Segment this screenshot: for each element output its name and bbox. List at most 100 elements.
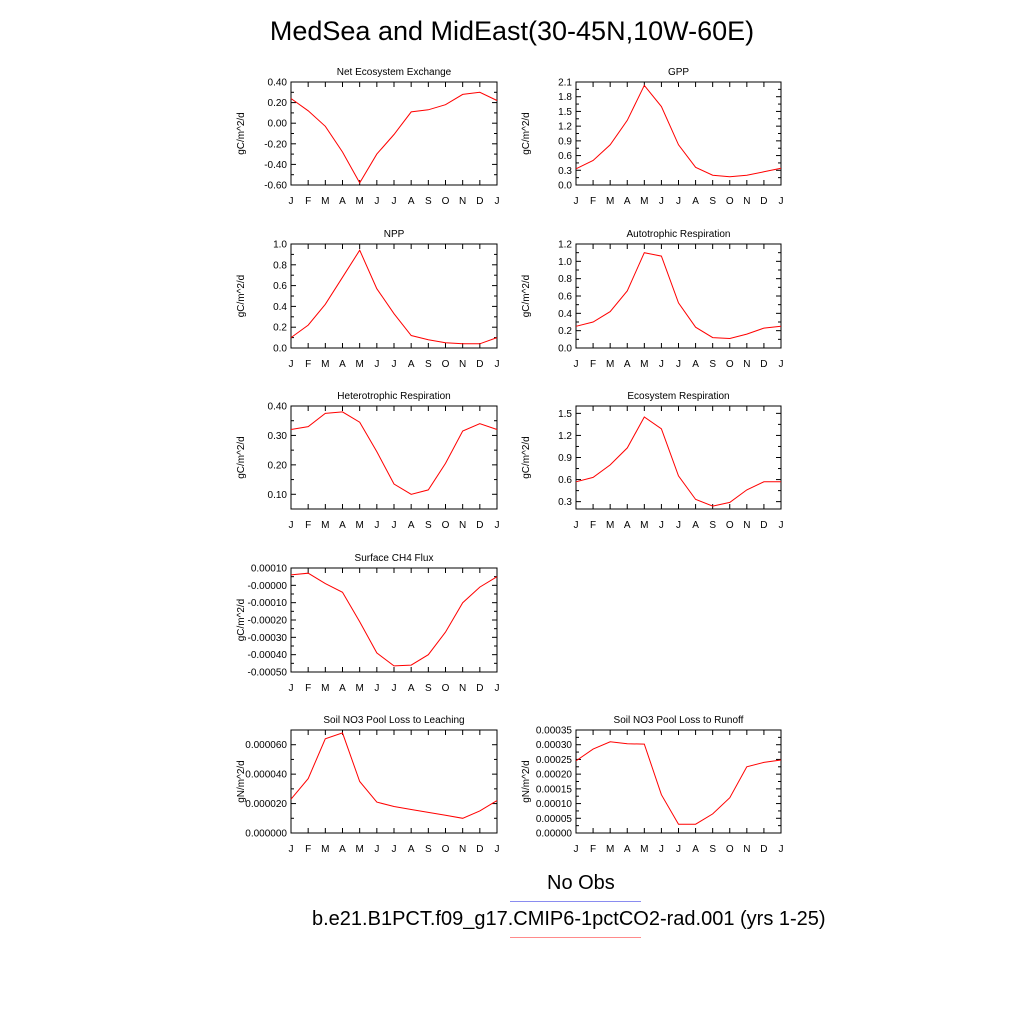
chart-panel: Soil NO3 Pool Loss to LeachinggN/m^2/d0.… bbox=[236, 715, 500, 855]
x-tick-label: A bbox=[408, 844, 415, 855]
y-tick-label: 0.00030 bbox=[536, 740, 573, 751]
x-tick-label: J bbox=[779, 196, 784, 207]
y-axis-label: gC/m^2/d bbox=[236, 275, 247, 318]
x-tick-label: O bbox=[726, 196, 734, 207]
plot-frame bbox=[290, 243, 498, 349]
y-tick-label: -0.00050 bbox=[248, 668, 288, 679]
x-tick-label: M bbox=[321, 683, 329, 694]
x-tick-label: M bbox=[321, 196, 329, 207]
x-tick-label: J bbox=[659, 520, 664, 531]
x-tick-label: D bbox=[476, 683, 483, 694]
chart-title: Soil NO3 Pool Loss to Leaching bbox=[323, 715, 464, 726]
y-tick-label: 0.00 bbox=[268, 119, 288, 130]
y-tick-label: 0.00015 bbox=[536, 784, 573, 795]
x-tick-label: J bbox=[659, 844, 664, 855]
x-tick-label: M bbox=[321, 359, 329, 370]
y-tick-label: 1.5 bbox=[558, 107, 572, 118]
y-tick-label: 0.3 bbox=[558, 166, 572, 177]
x-tick-label: J bbox=[374, 844, 379, 855]
x-tick-label: A bbox=[624, 359, 631, 370]
x-tick-label: J bbox=[779, 844, 784, 855]
chart-panel: Soil NO3 Pool Loss to Runoff gN/m^2/d 0.00… bbox=[521, 715, 784, 855]
x-tick-label: J bbox=[289, 683, 294, 694]
x-tick-label: J bbox=[495, 359, 500, 370]
x-tick-label: A bbox=[692, 520, 699, 531]
x-tick-label: J bbox=[495, 683, 500, 694]
y-tick-label: 0.10 bbox=[268, 490, 288, 501]
x-tick-label: M bbox=[606, 844, 614, 855]
x-tick-label: M bbox=[640, 844, 648, 855]
y-tick-label: -0.60 bbox=[264, 181, 287, 192]
x-tick-label: J bbox=[676, 359, 681, 370]
x-tick-label: N bbox=[743, 196, 750, 207]
x-tick-label: J bbox=[779, 520, 784, 531]
x-tick-label: A bbox=[624, 196, 631, 207]
x-tick-label: J bbox=[374, 683, 379, 694]
x-tick-label: N bbox=[459, 844, 466, 855]
x-tick-label: A bbox=[408, 683, 415, 694]
x-tick-label: M bbox=[321, 520, 329, 531]
y-tick-label: -0.40 bbox=[264, 160, 287, 171]
x-tick-label: N bbox=[743, 359, 750, 370]
x-tick-label: F bbox=[305, 359, 311, 370]
y-tick-label: 0.6 bbox=[273, 281, 287, 292]
legend-obs-label: No Obs bbox=[547, 872, 615, 894]
x-tick-label: S bbox=[709, 359, 716, 370]
y-tick-label: 0.3 bbox=[558, 497, 572, 508]
x-tick-label: F bbox=[590, 196, 596, 207]
x-tick-label: F bbox=[305, 196, 311, 207]
x-tick-label: J bbox=[495, 520, 500, 531]
y-tick-label: 0.00025 bbox=[536, 755, 573, 766]
x-tick-label: N bbox=[459, 359, 466, 370]
plot-frame bbox=[290, 567, 498, 673]
y-tick-label: 0.0 bbox=[273, 344, 287, 355]
x-tick-label: J bbox=[676, 520, 681, 531]
x-tick-label: O bbox=[726, 359, 734, 370]
y-tick-label: -0.00040 bbox=[248, 650, 288, 661]
y-axis-label: gC/m^2/d bbox=[521, 275, 532, 318]
y-tick-label: 1.5 bbox=[558, 409, 572, 420]
chart-title: Heterotrophic Respiration bbox=[337, 391, 450, 402]
x-tick-label: J bbox=[289, 520, 294, 531]
y-tick-label: 0.000020 bbox=[245, 799, 287, 810]
x-tick-label: A bbox=[339, 844, 346, 855]
y-tick-label: 0.00035 bbox=[536, 726, 573, 737]
x-tick-label: M bbox=[355, 520, 363, 531]
y-tick-label: 0.4 bbox=[558, 309, 572, 320]
y-axis-label: gC/m^2/d bbox=[236, 599, 247, 642]
x-tick-label: J bbox=[495, 844, 500, 855]
x-tick-label: A bbox=[339, 196, 346, 207]
x-tick-label: O bbox=[442, 844, 450, 855]
y-tick-label: 0.00020 bbox=[536, 770, 573, 781]
y-tick-label: 0.2 bbox=[558, 326, 572, 337]
series-line bbox=[575, 84, 782, 178]
y-tick-label: 0.20 bbox=[268, 98, 288, 109]
chart-panel: Heterotrophic Respiration gC/m^2/d 0.10 0.2… bbox=[236, 391, 500, 531]
chart-title: Net Ecosystem Exchange bbox=[337, 67, 452, 78]
x-tick-label: M bbox=[355, 359, 363, 370]
x-tick-label: A bbox=[408, 196, 415, 207]
y-tick-label: 0.20 bbox=[268, 460, 288, 471]
x-tick-label: O bbox=[442, 520, 450, 531]
x-tick-label: N bbox=[459, 196, 466, 207]
plot-frame bbox=[290, 81, 498, 186]
chart-title: Ecosystem Respiration bbox=[627, 391, 729, 402]
x-tick-label: S bbox=[425, 196, 432, 207]
series-line bbox=[575, 416, 781, 507]
y-tick-label: 0.00010 bbox=[536, 799, 573, 810]
x-tick-label: A bbox=[339, 359, 346, 370]
page-title: MedSea and MidEast(30-45N,10W-60E) bbox=[269, 16, 755, 46]
y-tick-label: -0.00020 bbox=[248, 616, 288, 627]
x-tick-label: M bbox=[321, 844, 329, 855]
y-tick-label: 0.6 bbox=[558, 475, 572, 486]
series-line bbox=[290, 411, 498, 495]
y-tick-label: 0.0 bbox=[558, 181, 572, 192]
x-tick-label: J bbox=[374, 520, 379, 531]
y-tick-label: 0.9 bbox=[558, 453, 572, 464]
x-tick-label: M bbox=[640, 359, 648, 370]
y-tick-label: -0.00010 bbox=[248, 598, 288, 609]
x-tick-label: F bbox=[305, 520, 311, 531]
x-tick-label: J bbox=[289, 844, 294, 855]
y-tick-label: 0.4 bbox=[273, 302, 287, 313]
x-tick-label: M bbox=[606, 520, 614, 531]
